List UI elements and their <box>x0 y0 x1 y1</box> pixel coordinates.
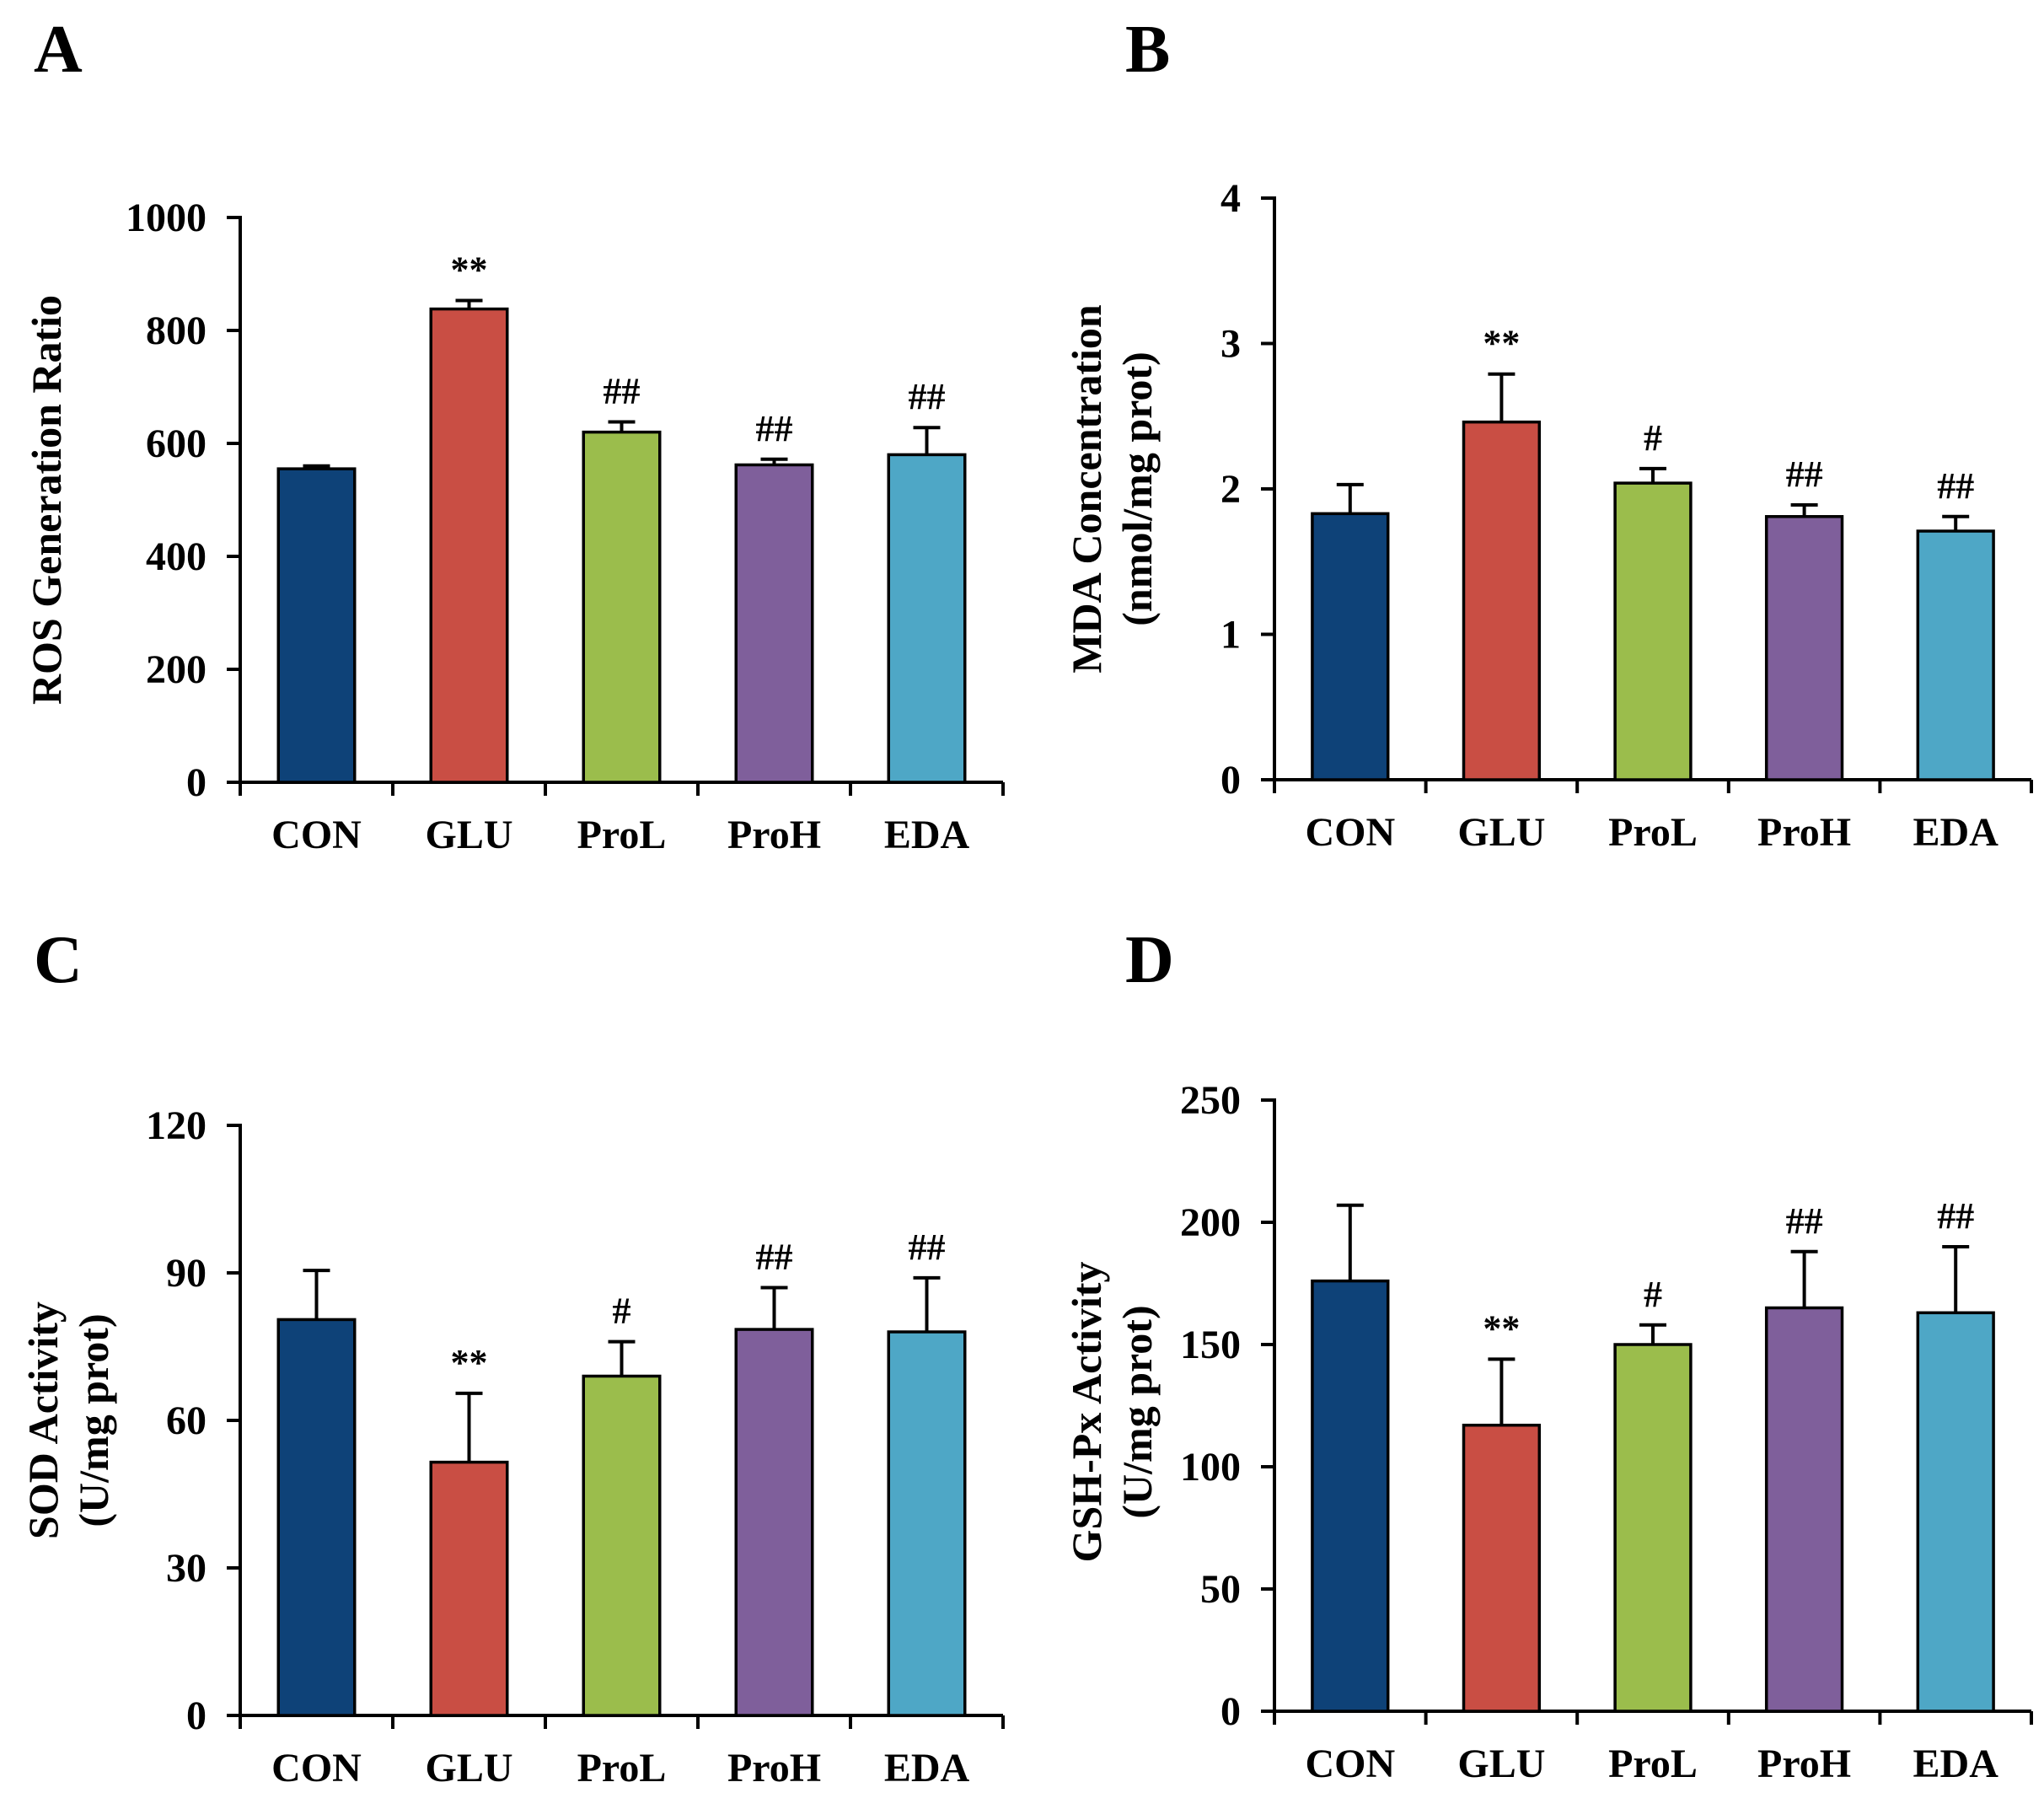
significance-label: # <box>1644 1274 1662 1315</box>
category-label: CON <box>271 1746 362 1790</box>
y-tick-label: 1000 <box>126 196 207 240</box>
y-tick-label: 30 <box>166 1546 207 1591</box>
significance-label: ** <box>1483 1307 1520 1349</box>
category-label: CON <box>1305 1742 1395 1786</box>
significance-label: ## <box>604 371 641 412</box>
bar-con <box>276 467 357 784</box>
y-axis-title: ROS Generation Ratio <box>23 295 70 705</box>
y-axis-title: GSH-Px Activity (U/mg prot) <box>1063 1262 1161 1563</box>
y-tick-label: 0 <box>186 1694 207 1738</box>
y-tick-label: 120 <box>146 1103 207 1148</box>
category-label: EDA <box>1913 1742 1999 1786</box>
category-label: ProH <box>1757 810 1851 855</box>
significance-label: ## <box>1786 1200 1823 1242</box>
y-axis-title: MDA Concentration (nmol/mg prot) <box>1063 304 1161 674</box>
category-label: ProH <box>727 1746 821 1790</box>
category-label: EDA <box>884 813 970 857</box>
category-label: CON <box>271 813 362 857</box>
significance-label: ** <box>1483 323 1520 364</box>
category-label: ProL <box>1608 1742 1698 1786</box>
category-label: ProL <box>577 813 667 857</box>
bar-glu <box>429 1460 509 1717</box>
panel-letter: D <box>1125 923 1174 997</box>
y-tick-label: 800 <box>146 309 207 353</box>
panel-letter: A <box>34 13 83 87</box>
significance-label: ** <box>451 249 488 290</box>
panel-b: B 0 1 2 3 4 CON ** GLU # ProL ## ProH ## EDA MDA Concen… <box>1063 13 2033 855</box>
y-axis-title: SOD Activity (U/mg prot) <box>19 1302 117 1539</box>
significance-label: ## <box>909 376 946 417</box>
significance-label: ## <box>1937 465 1974 507</box>
y-tick-label: 0 <box>186 760 207 805</box>
category-label: ProL <box>1608 810 1698 855</box>
y-axis-title-line: (U/mg prot) <box>70 1313 117 1527</box>
panel-a: A 0 200 400 600 800 1000 CON ** GLU ## ProL ## ProH ##… <box>23 13 1005 857</box>
panel-c: C 0 30 60 90 120 CON ** GLU # ProL ## ProH ## EDA SOD A… <box>19 923 1005 1790</box>
bar-prol <box>582 430 662 784</box>
bar-glu <box>429 307 509 784</box>
bar-eda <box>1916 1311 1995 1713</box>
category-label: GLU <box>1457 1742 1545 1786</box>
y-tick-label: 200 <box>1180 1200 1241 1245</box>
significance-label: ## <box>1786 454 1823 495</box>
y-tick-label: 250 <box>1180 1078 1241 1123</box>
significance-label: ## <box>756 408 793 449</box>
bar-proh <box>734 1328 814 1717</box>
y-axis-title-line: MDA Concentration <box>1063 304 1110 674</box>
y-tick-label: 4 <box>1220 176 1241 221</box>
bar-glu <box>1462 1423 1542 1713</box>
y-axis-title-line: ROS Generation Ratio <box>23 295 70 705</box>
y-tick-label: 150 <box>1180 1323 1241 1367</box>
panel-letter: B <box>1125 13 1170 87</box>
panel-letter: C <box>34 923 83 997</box>
category-label: ProL <box>577 1746 667 1790</box>
y-tick-label: 2 <box>1220 467 1241 512</box>
bar-eda <box>887 453 967 784</box>
bar-prol <box>1613 481 1693 781</box>
y-tick-label: 90 <box>166 1251 207 1296</box>
y-tick-label: 100 <box>1180 1445 1241 1490</box>
category-label: GLU <box>425 1746 512 1790</box>
y-axis-title-line: (U/mg prot) <box>1113 1305 1161 1518</box>
y-axis-title-line: (nmol/mg prot) <box>1113 352 1161 625</box>
y-tick-label: 0 <box>1220 1689 1241 1734</box>
bar-eda <box>1916 529 1995 781</box>
bar-prol <box>582 1374 662 1717</box>
bar-con <box>1311 1279 1390 1713</box>
significance-label: ## <box>1937 1195 1974 1237</box>
category-label: EDA <box>1913 810 1999 855</box>
y-axis-title-line: GSH-Px Activity <box>1063 1262 1110 1563</box>
y-tick-label: 60 <box>166 1398 207 1443</box>
category-label: GLU <box>1457 810 1545 855</box>
y-axis-title-line: SOD Activity <box>19 1302 67 1539</box>
bar-con <box>1311 512 1390 781</box>
panel-d: D 0 50 100 150 200 250 CON ** GLU # ProL ## ProH ## EDA… <box>1063 923 2033 1786</box>
category-label: EDA <box>884 1746 970 1790</box>
significance-label: ## <box>909 1227 946 1268</box>
significance-label: ## <box>756 1237 793 1278</box>
y-tick-label: 3 <box>1220 322 1241 367</box>
significance-label: # <box>1644 417 1662 459</box>
bar-eda <box>887 1330 967 1717</box>
y-tick-label: 1 <box>1220 613 1241 658</box>
bar-proh <box>1764 515 1844 781</box>
bar-prol <box>1613 1343 1693 1713</box>
significance-label: ** <box>451 1342 488 1383</box>
bar-con <box>276 1318 357 1717</box>
y-tick-label: 50 <box>1200 1567 1241 1612</box>
y-tick-label: 200 <box>146 647 207 692</box>
category-label: ProH <box>1757 1742 1851 1786</box>
significance-label: # <box>613 1291 631 1332</box>
bar-glu <box>1462 420 1542 781</box>
category-label: CON <box>1305 810 1395 855</box>
y-tick-label: 0 <box>1220 758 1241 803</box>
y-tick-label: 600 <box>146 421 207 466</box>
bar-proh <box>734 463 814 784</box>
bar-proh <box>1764 1306 1844 1713</box>
category-label: ProH <box>727 813 821 857</box>
category-label: GLU <box>425 813 512 857</box>
y-tick-label: 400 <box>146 534 207 579</box>
